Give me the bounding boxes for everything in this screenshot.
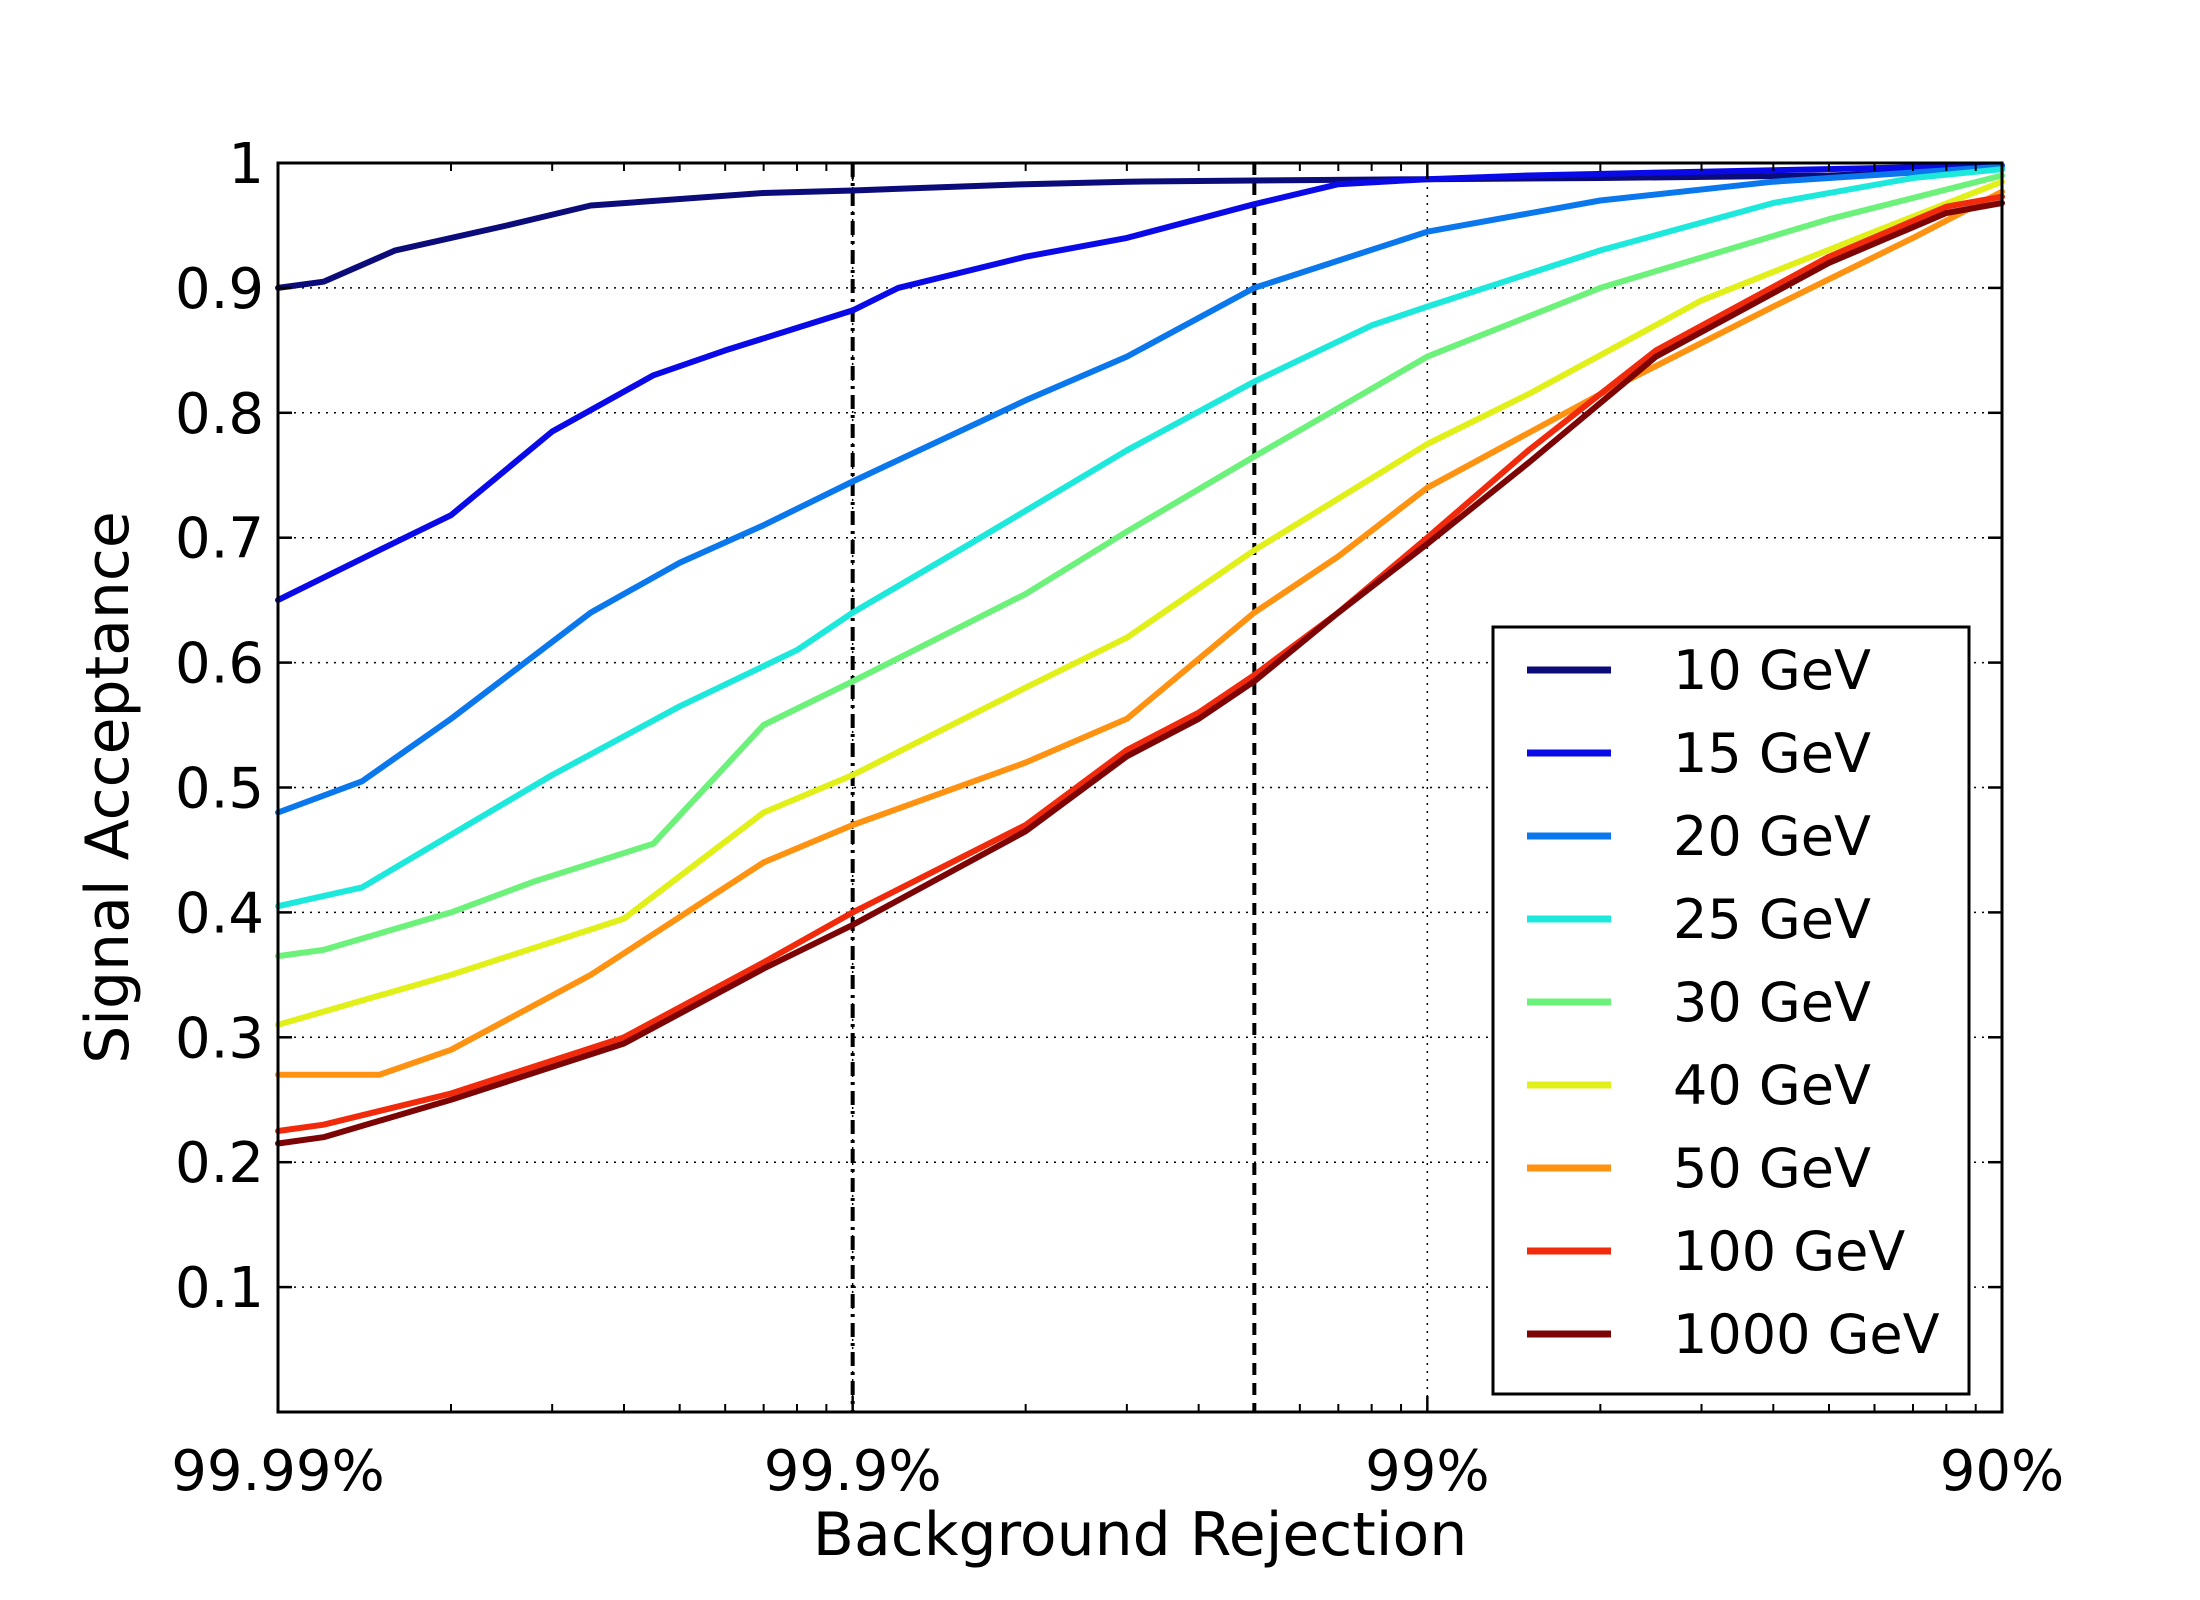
series-line-20-gev [275,163,2005,816]
legend-label: 30 GeV [1673,971,1871,1034]
x-axis-title: Background Rejection [813,1500,1467,1570]
axis-ticks: 0.1 0.2 0.3 0.4 0.5 0.6 0.7 0.8 0.9 1 99.99% 99.9% 9… [171,132,2064,1504]
legend: 10 GeV 15 GeV 20 GeV 25 GeV 30 GeV 40 GeV 50 G… [1491,625,1971,1396]
y-tick-label: 0.2 [175,1131,264,1196]
series-line-10-gev [275,166,2005,291]
series-lines [275,162,2005,1147]
legend-label: 50 GeV [1673,1137,1871,1200]
y-tick-label: 0.3 [175,1006,264,1071]
legend-label: 20 GeV [1673,805,1871,868]
y-tick-label: 0.4 [175,881,264,946]
x-tick-label: 99.9% [764,1439,942,1504]
x-tick-label: 90% [1940,1439,2064,1504]
reference-lines [850,163,1257,1412]
y-tick-label: 0.7 [175,507,264,572]
y-tick-label: 1 [228,132,264,197]
legend-label: 15 GeV [1673,722,1871,785]
y-tick-label: 0.9 [175,257,264,322]
series-line-40-gev [275,178,2005,1028]
y-tick-label: 0.6 [175,632,264,697]
series-line-25-gev [275,166,2005,910]
y-tick-label: 0.8 [175,382,264,447]
legend-label: 25 GeV [1673,888,1871,951]
y-axis-title: Signal Acceptance [73,511,143,1064]
y-tick-label: 0.1 [175,1256,264,1321]
legend-label: 40 GeV [1673,1054,1871,1117]
series-line-1000-gev [275,200,2005,1147]
x-tick-label: 99% [1365,1439,1489,1504]
series-line-50-gev [275,188,2005,1078]
y-tick-label: 0.5 [175,757,264,822]
legend-label: 100 GeV [1673,1220,1905,1283]
legend-label: 10 GeV [1673,639,1871,702]
x-tick-label: 99.99% [171,1439,385,1504]
series-line-30-gev [275,172,2005,960]
legend-label: 1000 GeV [1673,1303,1940,1366]
series-line-100-gev [275,193,2005,1134]
series-line-15-gev [275,162,2005,604]
